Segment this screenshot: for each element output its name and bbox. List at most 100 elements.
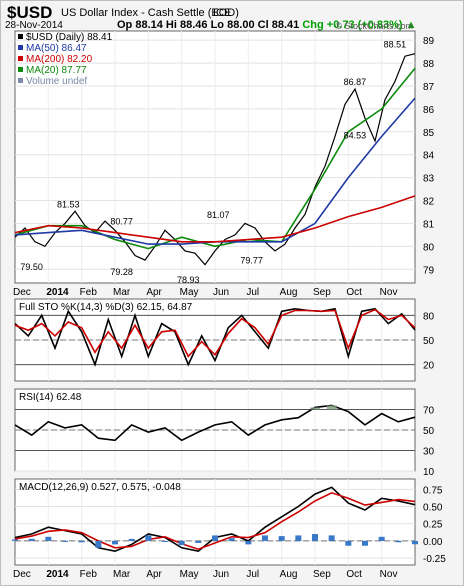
histogram-bar [45,536,52,541]
stockcharts-watermark: © StockCharts.com [335,21,413,31]
series-line-1 [14,308,416,358]
histogram-bar [178,540,185,546]
y-tick-label: 30 [423,447,435,458]
series-line-0 [14,53,416,266]
price-annotation: 81.53 [57,199,80,209]
series-line-0 [14,404,416,442]
x-tick-label: Dec [13,287,31,298]
price-annotation: 78.93 [177,275,200,285]
y-tick-label: 88 [423,59,435,70]
panel-price: 79 80 81 82 83 84 85 86 87 88 89 $USD (Daily) 88.41… [13,30,435,298]
price-annotation: 79.77 [240,256,263,266]
price-annotation: 84.53 [344,131,367,141]
legend-swatch [18,34,23,39]
price-annotation: 79.28 [110,267,133,277]
legend-swatch [18,78,23,83]
y-tick-label: 50 [423,426,435,437]
x-tick-label: Jun [213,287,229,298]
y-tick-label: 81 [423,219,435,230]
legend-label: Volume undef [26,76,87,87]
x-tick-label: Sep [313,287,331,298]
y-tick-label: 87 [423,82,435,93]
histogram-bar [212,535,218,541]
panel-title: RSI(14) 62.48 [19,392,82,403]
histogram-bar [78,540,85,543]
x-tick-label: Feb [80,569,98,580]
y-tick-label: 0.50 [423,503,443,514]
panel-title: Full STO %K(14,3) %D(3) 62.15, 64.87 [19,302,193,313]
histogram-bar [228,538,235,541]
x-tick-label: Dec [13,569,31,580]
histogram-bar [128,538,135,541]
price-annotation: 86.87 [344,77,367,87]
series-line-1 [14,67,416,250]
x-tick-label: Nov [380,569,398,580]
histogram-bar [362,540,368,546]
histogram-bar [412,540,418,545]
y-tick-label: 70 [423,406,435,417]
rsi-overbought-fill [326,405,337,410]
close-value: Cl 88.41 [257,19,300,31]
x-tick-label: May [180,287,199,298]
legend-label: MA(20) 87.77 [26,65,87,76]
change-value: Chg +0.73 (+0.83%) [302,19,403,31]
histogram-bar [12,539,18,541]
y-tick-label: 0.75 [423,485,443,496]
histogram-bar [378,536,385,541]
x-tick-label: May [180,569,199,580]
x-tick-label: Jun [213,569,229,580]
y-tick-label: -0.25 [423,554,446,565]
x-tick-label: Oct [346,569,362,580]
x-tick-label: 2014 [46,569,69,580]
y-tick-label: 0.00 [423,537,443,548]
histogram-bar [395,540,402,543]
price-annotation: 79.50 [20,262,43,272]
y-tick-label: 83 [423,174,435,185]
panel-macd: -0.25 0.00 0.25 0.50 0.75 MACD(12,26,9) 0.527… [12,478,446,580]
histogram-bar [312,534,318,541]
histogram-bar [145,535,152,541]
histogram-bar [328,535,335,541]
histogram-bar [162,540,168,542]
panel-rsi: 10 30 50 70 RSI(14) 62.48 [14,388,435,478]
price-annotation: 88.51 [384,39,407,49]
x-tick-label: Apr [146,287,162,298]
y-tick-label: 80 [423,242,435,253]
y-tick-label: 86 [423,105,435,116]
histogram-bar [262,535,268,541]
x-tick-label: Aug [280,287,298,298]
y-tick-label: 84 [423,151,435,162]
legend-swatch [18,67,23,72]
x-tick-label: Mar [113,287,131,298]
x-tick-label: Apr [146,569,162,580]
open-value: Op 88.14 [117,19,163,31]
y-tick-label: 0.25 [423,520,443,531]
price-annotation: 81.07 [207,210,230,220]
y-tick-label: 10 [423,467,435,478]
histogram-bar [295,535,302,541]
x-tick-label: Jul [246,569,259,580]
low-value: Lo 88.00 [210,19,255,31]
instrument-name: US Dollar Index - Cash Settle (EOD) [61,7,239,19]
y-tick-label: 80 [423,311,435,322]
histogram-bar [345,540,352,546]
x-tick-label: Mar [113,569,131,580]
y-tick-label: 50 [423,336,435,347]
y-tick-label: 82 [423,197,435,208]
histogram-bar [245,540,252,545]
quote-date: 28-Nov-2014 [5,20,63,31]
histogram-bar [95,540,102,548]
symbol-title: $USD [7,3,53,22]
y-tick-label: 79 [423,265,435,276]
exchange-label: ICE [213,7,232,19]
legend-swatch [18,45,23,50]
histogram-bar [195,540,202,543]
series-line-0 [14,307,416,368]
change-up-icon: ▲ [405,19,417,31]
x-tick-label: Feb [80,287,98,298]
histogram-bar [112,540,118,545]
x-tick-label: 2014 [46,287,69,298]
x-tick-label: Nov [380,287,398,298]
